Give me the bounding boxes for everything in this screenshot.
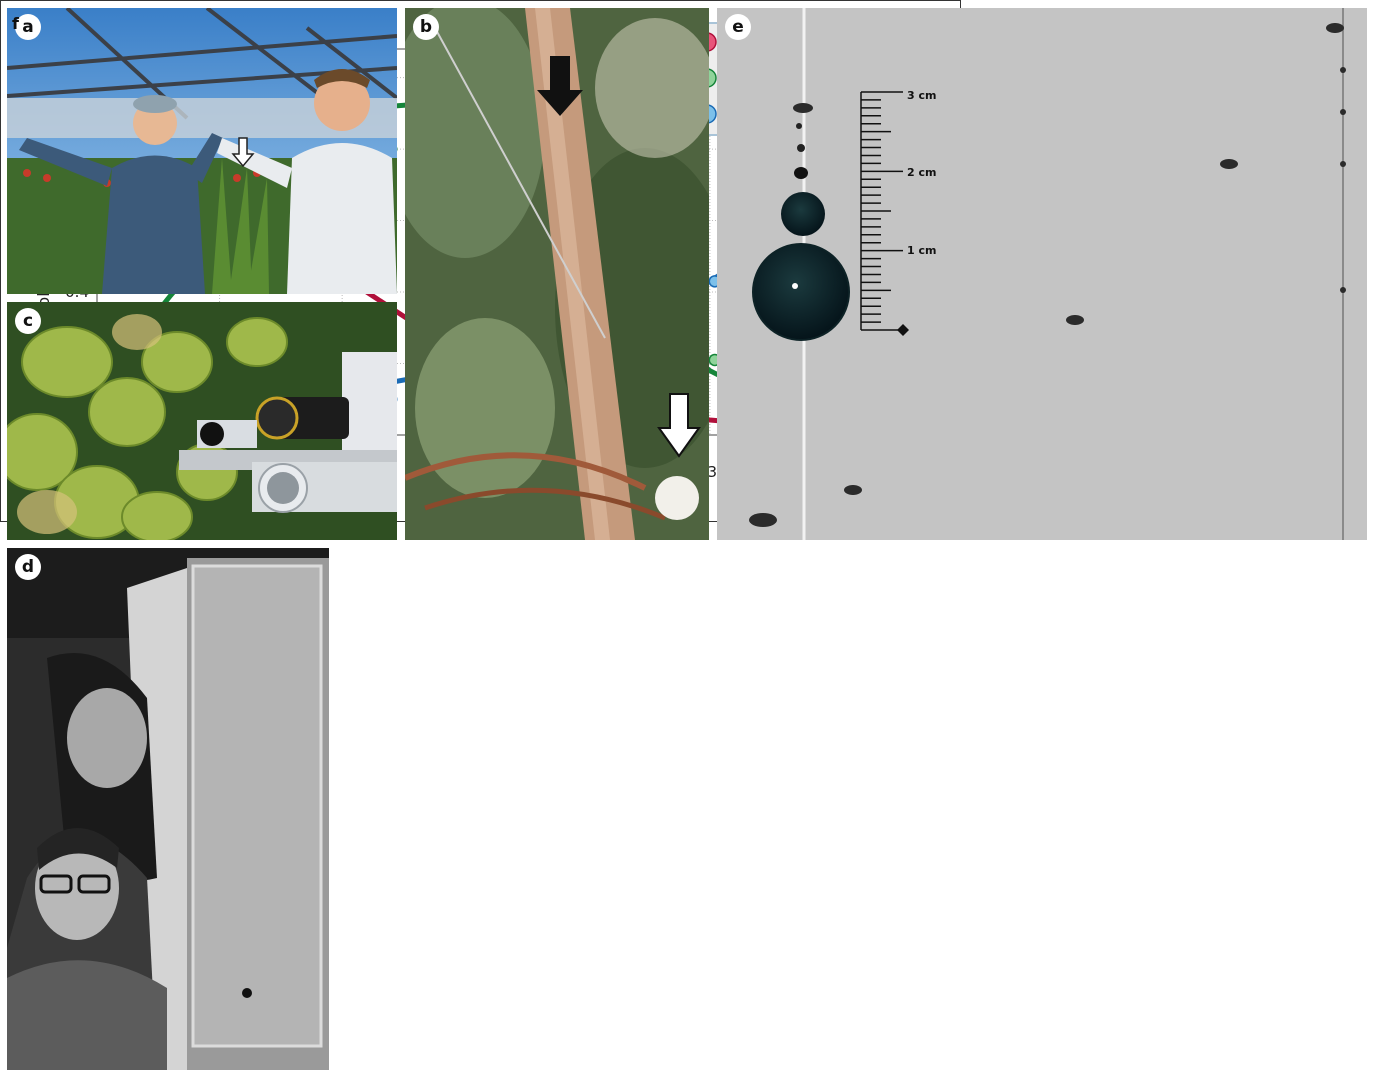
panel-label-a: a — [15, 14, 41, 40]
panel-label-d: d — [15, 554, 41, 580]
panel-a-greenhouse-photo: a — [7, 8, 397, 294]
greenhouse-image — [7, 8, 397, 294]
panel-c-camera-photo: c — [7, 302, 397, 540]
scale-label-1cm: 1 cm — [907, 244, 936, 257]
panel-b-stem-photo: b — [405, 8, 709, 540]
scale-label-2cm: 2 cm — [907, 166, 936, 179]
stem-closeup-image — [405, 8, 709, 540]
panel-label-c: c — [15, 308, 41, 334]
panel-e-droplet-photo: e 3 cm 2 cm 1 cm — [717, 8, 1367, 540]
droplet-image: 3 cm 2 cm 1 cm — [717, 8, 1367, 540]
scale-label-3cm: 3 cm — [907, 89, 936, 102]
panel-d-tank-photo: d — [7, 548, 329, 1070]
panel-label-b: b — [413, 14, 439, 40]
panel-label-f: f — [12, 14, 19, 33]
camera-setup-image — [7, 302, 397, 540]
tank-observers-image — [7, 548, 329, 1070]
panel-label-e: e — [725, 14, 751, 40]
scale-bar — [860, 91, 903, 331]
